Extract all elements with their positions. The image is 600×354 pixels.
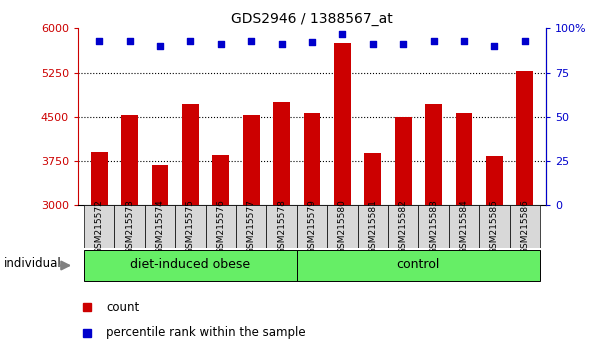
Point	[490, 43, 499, 49]
Text: GSM215574: GSM215574	[155, 199, 164, 254]
Bar	[182, 104, 199, 205]
Point	[307, 40, 317, 45]
Bar	[517, 72, 533, 205]
Bar	[84, 205, 115, 248]
Text: control: control	[397, 258, 440, 271]
Bar	[388, 205, 418, 248]
Bar	[486, 156, 503, 205]
Point	[277, 41, 286, 47]
Point	[338, 31, 347, 36]
Text: GSM215583: GSM215583	[429, 199, 438, 254]
Bar	[304, 113, 320, 205]
Bar	[334, 43, 351, 205]
Bar	[273, 102, 290, 205]
Bar	[236, 205, 266, 248]
Bar	[327, 205, 358, 248]
Bar	[364, 153, 381, 205]
Bar	[449, 205, 479, 248]
Text: percentile rank within the sample: percentile rank within the sample	[106, 326, 306, 339]
Text: individual: individual	[4, 257, 62, 270]
Bar	[395, 118, 412, 205]
Text: GSM215582: GSM215582	[398, 199, 407, 254]
Bar	[212, 155, 229, 205]
Point	[368, 41, 377, 47]
Text: GSM215573: GSM215573	[125, 199, 134, 254]
Text: diet-induced obese: diet-induced obese	[130, 258, 251, 271]
Point	[125, 38, 134, 44]
Title: GDS2946 / 1388567_at: GDS2946 / 1388567_at	[231, 12, 393, 26]
Text: GSM215581: GSM215581	[368, 199, 377, 254]
Point	[247, 38, 256, 44]
Point	[520, 38, 530, 44]
Bar	[358, 205, 388, 248]
Bar	[152, 165, 169, 205]
Text: GSM215578: GSM215578	[277, 199, 286, 254]
Bar	[115, 205, 145, 248]
Bar	[425, 104, 442, 205]
Point	[94, 38, 104, 44]
Bar	[509, 205, 540, 248]
Point	[459, 38, 469, 44]
Bar	[91, 152, 107, 205]
Text: GSM215585: GSM215585	[490, 199, 499, 254]
Text: GSM215575: GSM215575	[186, 199, 195, 254]
Bar	[145, 205, 175, 248]
Text: count: count	[106, 301, 139, 314]
Bar	[175, 205, 206, 248]
Bar	[266, 205, 297, 248]
Point	[155, 43, 165, 49]
Point	[216, 41, 226, 47]
Bar	[479, 205, 509, 248]
Text: GSM215580: GSM215580	[338, 199, 347, 254]
Text: GSM215579: GSM215579	[308, 199, 317, 254]
Bar	[206, 205, 236, 248]
Bar	[297, 205, 327, 248]
Text: GSM215572: GSM215572	[95, 199, 104, 254]
Text: GSM215586: GSM215586	[520, 199, 529, 254]
Text: GSM215576: GSM215576	[217, 199, 226, 254]
Point	[429, 38, 439, 44]
Bar	[455, 113, 472, 205]
Text: GSM215584: GSM215584	[460, 199, 469, 254]
Bar	[297, 250, 540, 281]
Bar	[84, 250, 297, 281]
Bar	[243, 115, 260, 205]
Text: GSM215577: GSM215577	[247, 199, 256, 254]
Point	[398, 41, 408, 47]
Point	[185, 38, 195, 44]
Bar	[121, 115, 138, 205]
Bar	[418, 205, 449, 248]
